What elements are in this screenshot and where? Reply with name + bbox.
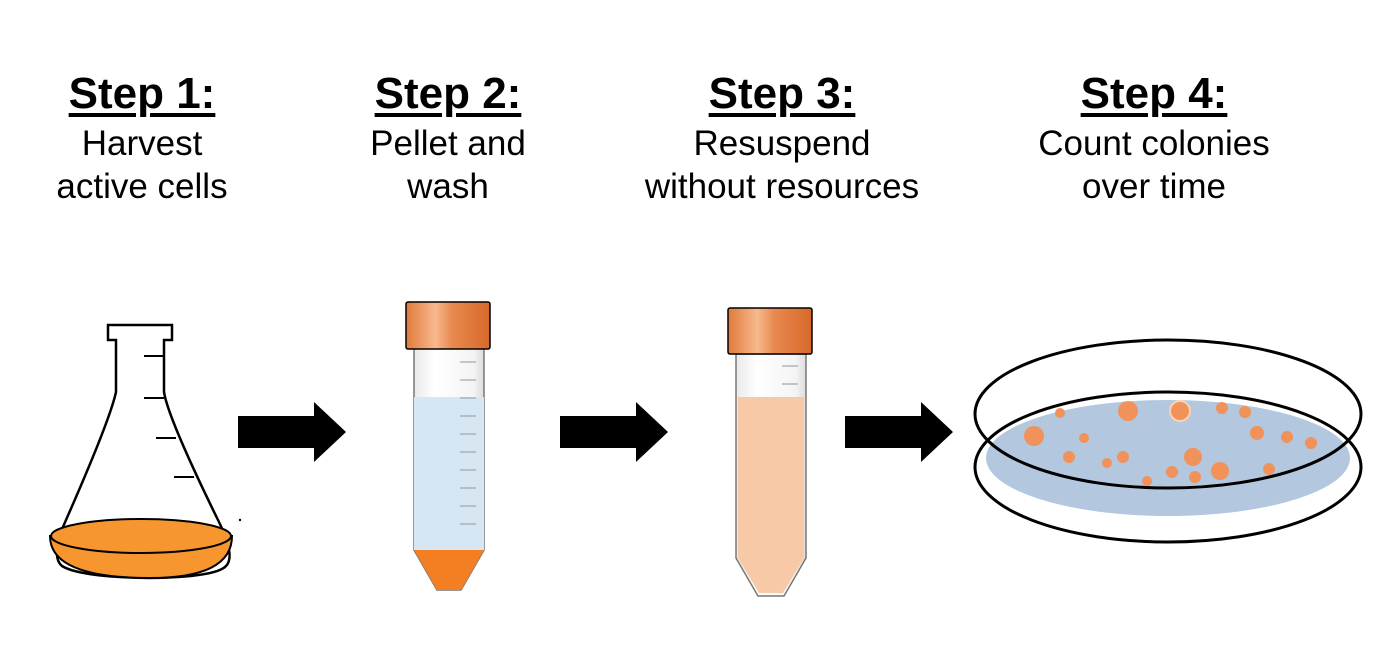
step-4: Step 4: Count colonies over time [994, 68, 1314, 208]
step-3: Step 3: Resuspend without resources [622, 68, 942, 208]
flask-culture-surface [50, 518, 232, 554]
colony [1281, 431, 1293, 443]
colony [1102, 458, 1112, 468]
colony [1239, 406, 1251, 418]
tube-cap [405, 301, 491, 350]
tube-graduations [460, 361, 476, 525]
step-4-title: Step 4: [1080, 69, 1228, 118]
colony [1211, 462, 1229, 480]
colony [1166, 466, 1178, 478]
step-1: Step 1: Harvest active cells [0, 68, 302, 208]
colony [1184, 448, 1202, 466]
step-1-description: Harvest active cells [0, 122, 302, 208]
step-3-title: Step 3: [708, 69, 856, 118]
colony [1063, 451, 1075, 463]
tube-graduations [782, 365, 798, 385]
tube-cap [727, 307, 813, 355]
step-2-line-1: Pellet and [370, 124, 526, 163]
cell-pellet [414, 550, 484, 590]
step-3-description: Resuspend without resources [622, 122, 942, 208]
step-1-title: Step 1: [68, 69, 216, 118]
colony [1216, 402, 1228, 414]
step-1-line-1: Harvest [81, 124, 203, 163]
step-4-line-1: Count colonies [1038, 124, 1270, 163]
petri-dish-icon [973, 338, 1363, 544]
bacterial-colonies [1024, 400, 1317, 486]
colony [1055, 408, 1065, 418]
step-2-line-2: wash [407, 167, 489, 206]
agar-medium [986, 400, 1350, 516]
colony [1117, 451, 1129, 463]
colony [1169, 400, 1191, 422]
arrow-step1-to-step2 [238, 402, 346, 462]
flask-dot [238, 518, 242, 522]
colony [1079, 433, 1089, 443]
colony [1305, 437, 1317, 449]
arrow-step2-to-step3 [560, 402, 668, 462]
step-3-line-1: Resuspend [693, 124, 871, 163]
step-2-title: Step 2: [374, 69, 522, 118]
petri-dish-rim [973, 338, 1363, 490]
step-4-description: Count colonies over time [994, 122, 1314, 208]
centrifuge-tube-suspension-icon [727, 307, 813, 597]
arrow-step3-to-step4 [845, 402, 953, 462]
wash-buffer-liquid [414, 397, 484, 550]
step-2: Step 2: Pellet and wash [288, 68, 608, 208]
step-1-line-2: active cells [56, 167, 228, 206]
step-4-line-2: over time [1082, 167, 1226, 206]
centrifuge-tube-wash-icon [405, 301, 491, 591]
flask-icon [48, 323, 242, 580]
colony [1118, 401, 1138, 421]
step-2-description: Pellet and wash [288, 122, 608, 208]
cell-suspension-liquid [738, 397, 804, 593]
colony [1263, 463, 1275, 475]
colony [1024, 426, 1044, 446]
colony [1142, 476, 1152, 486]
step-3-line-2: without resources [644, 167, 920, 206]
colony [1189, 471, 1201, 483]
colony [1250, 426, 1264, 440]
